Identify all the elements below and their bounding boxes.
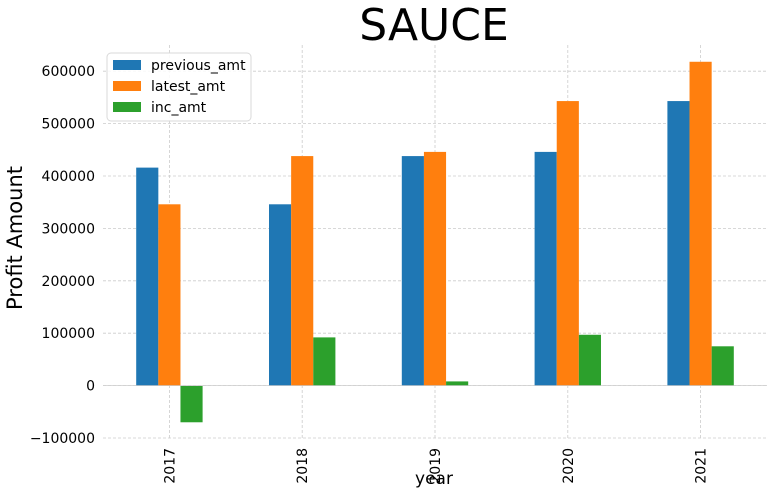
legend: previous_amt latest_amt inc_amt: [106, 52, 252, 122]
x-tick-label: 2021: [694, 448, 710, 484]
y-tick-label: 600000: [42, 64, 95, 80]
y-tick-labels: −100000 0 100000 200000 300000 400000 500000 60…: [30, 64, 95, 447]
bar-latest_amt-2020: [556, 101, 579, 386]
bar-latest_amt-2019: [423, 151, 447, 386]
bar-previous_amt-2018: [269, 204, 292, 386]
legend-swatch: [113, 102, 141, 112]
x-tick-labels: 2017 2018 2019 2020 2021: [162, 448, 709, 484]
bar-previous_amt-2021: [667, 101, 690, 386]
x-tick-label: 2019: [428, 448, 444, 484]
bar-latest_amt-2017: [158, 204, 181, 386]
y-tick-label: 500000: [42, 117, 95, 133]
y-tick-label: −100000: [30, 431, 95, 447]
legend-label: previous_amt: [151, 58, 246, 74]
y-tick-label: 300000: [42, 221, 95, 237]
bars: [136, 61, 734, 423]
bar-previous_amt-2020: [534, 151, 557, 386]
bar-inc_amt-2019: [446, 381, 469, 386]
legend-label: inc_amt: [151, 100, 207, 116]
bar-previous_amt-2019: [401, 156, 424, 386]
bar-latest_amt-2018: [291, 156, 314, 386]
legend-box: [106, 52, 252, 122]
y-tick-label: 0: [86, 379, 95, 395]
legend-label: latest_amt: [151, 79, 226, 95]
bar-latest_amt-2021: [689, 61, 712, 386]
y-tick-label: 400000: [42, 169, 95, 185]
y-tick-label: 100000: [42, 326, 95, 342]
legend-swatch: [113, 81, 141, 91]
legend-swatch: [113, 60, 141, 70]
y-axis-label: Profit Amount: [3, 166, 27, 310]
x-tick-label: 2017: [162, 448, 178, 484]
chart-title: SAUCE: [359, 0, 509, 51]
bar-inc_amt-2020: [578, 334, 601, 386]
x-tick-label: 2018: [295, 448, 311, 484]
x-axis-label: year: [415, 469, 453, 489]
bar-previous_amt-2017: [136, 167, 159, 386]
bar-inc_amt-2018: [313, 337, 336, 386]
bar-inc_amt-2017: [180, 385, 203, 423]
bar-inc_amt-2021: [711, 346, 734, 386]
x-tick-label: 2020: [561, 448, 577, 484]
y-tick-label: 200000: [42, 274, 95, 290]
